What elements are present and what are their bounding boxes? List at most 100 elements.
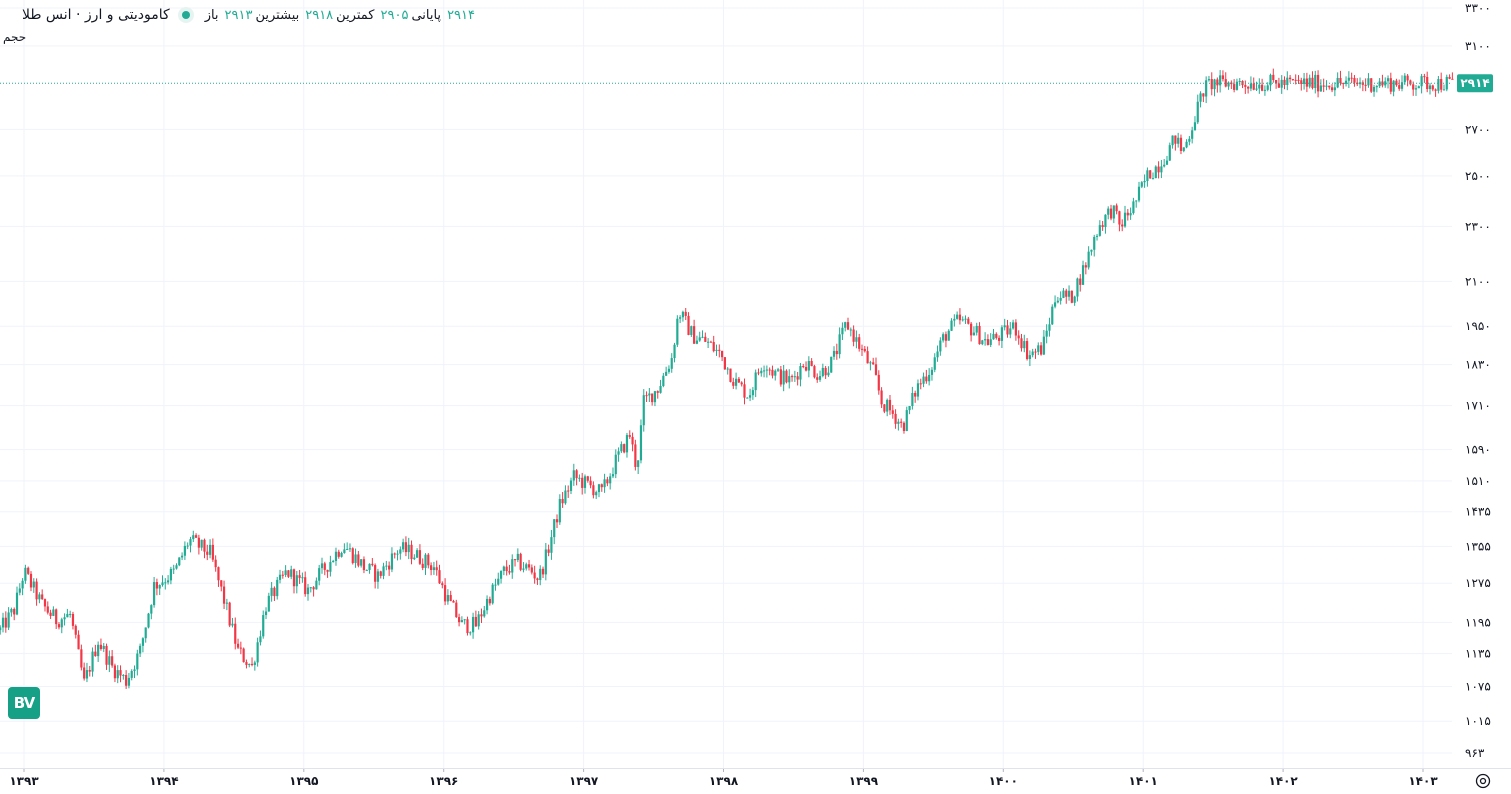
candle xyxy=(925,369,928,384)
candle xyxy=(1179,134,1183,155)
candle-body xyxy=(1042,336,1045,355)
candle-body xyxy=(77,634,80,650)
candle-body xyxy=(874,364,878,375)
candle xyxy=(7,607,10,631)
y-tick-label: ۱۵۱۰ xyxy=(1465,474,1491,488)
candle xyxy=(1087,246,1090,270)
candle-body xyxy=(600,484,603,488)
candle-body xyxy=(911,392,914,407)
candle xyxy=(832,346,836,360)
candle-body xyxy=(1028,355,1031,360)
candle xyxy=(435,560,438,576)
candle xyxy=(27,566,30,575)
symbol-title[interactable]: کامودیتی و ارز · انس طلا xyxy=(21,7,170,23)
candle xyxy=(645,391,648,402)
candle-body xyxy=(329,562,332,572)
candle-body xyxy=(273,587,276,597)
candle xyxy=(166,575,170,585)
candle-body xyxy=(1288,77,1292,80)
candle-body xyxy=(1031,351,1034,356)
candle xyxy=(779,365,782,387)
candle-body xyxy=(309,587,312,589)
candle xyxy=(600,483,603,492)
candle xyxy=(55,608,58,629)
candle xyxy=(947,329,950,341)
candle-body xyxy=(1252,83,1255,90)
candle-body xyxy=(541,568,545,575)
candle xyxy=(942,332,945,343)
candle xyxy=(1216,77,1219,93)
candle xyxy=(637,460,640,475)
candle-body xyxy=(662,375,665,387)
candle xyxy=(1112,205,1115,224)
candle xyxy=(651,393,654,406)
candle-body xyxy=(463,619,466,621)
settings-gear-icon[interactable] xyxy=(1474,772,1492,790)
candle-body xyxy=(144,627,147,639)
candle xyxy=(1009,322,1012,339)
candle-body xyxy=(567,490,570,492)
candle xyxy=(908,405,911,415)
candle xyxy=(897,418,900,431)
candle-body xyxy=(164,582,167,584)
candle-body xyxy=(83,667,86,679)
candle-body xyxy=(432,567,436,571)
candle xyxy=(1235,78,1239,91)
candle-body xyxy=(583,476,587,488)
candle-body xyxy=(695,340,699,344)
candle-body xyxy=(127,677,131,686)
candle-body xyxy=(1333,87,1336,91)
candle xyxy=(849,327,852,337)
candle xyxy=(29,571,33,592)
candle xyxy=(1163,159,1166,168)
candle-body xyxy=(410,544,413,560)
candle xyxy=(488,596,491,606)
x-axis: ۱۳۹۳ ۱۳۹۴ ۱۳۹۵ ۱۳۹۶ ۱۳۹۷ ۱۳۹۸ ۱۳۹۹ ۱۴۰۰ ۱۴۰۱ ۱۴۰۲… xyxy=(0,768,1511,788)
candle-body xyxy=(57,624,61,628)
candle-body xyxy=(838,334,841,355)
candle-body xyxy=(477,614,480,627)
candle xyxy=(66,608,69,618)
candle-body xyxy=(950,320,953,331)
candle-body xyxy=(457,617,461,623)
candle-body xyxy=(709,341,713,343)
candle xyxy=(390,547,394,573)
candle-body xyxy=(24,567,27,581)
volume-indicator-label[interactable]: حجم xyxy=(3,30,27,44)
candle-body xyxy=(634,444,637,467)
candle-body xyxy=(919,383,922,385)
candle xyxy=(278,569,282,584)
candle-body xyxy=(15,592,19,615)
candle-body xyxy=(1051,306,1054,325)
candle xyxy=(1308,74,1311,89)
candle-body xyxy=(628,435,631,437)
candle xyxy=(1378,78,1381,88)
candle xyxy=(639,419,643,464)
candle xyxy=(469,631,472,636)
candle-body xyxy=(290,569,293,577)
candle xyxy=(802,363,805,369)
candle-body xyxy=(768,369,771,371)
candle xyxy=(410,540,413,565)
candle-body xyxy=(46,606,49,613)
candle xyxy=(1221,70,1225,82)
candle xyxy=(1395,78,1398,87)
candle-body xyxy=(217,567,220,581)
candle-body xyxy=(1255,88,1258,90)
candle-body xyxy=(491,584,494,604)
candle xyxy=(1076,277,1079,302)
candle-body xyxy=(1442,89,1446,91)
candle-body xyxy=(80,649,83,668)
candle-body xyxy=(452,600,455,603)
candle xyxy=(1115,203,1118,215)
candle-body xyxy=(1205,80,1208,97)
candle-body xyxy=(1112,205,1115,219)
candle-body xyxy=(281,574,284,576)
candle-body xyxy=(793,376,796,378)
candle-body xyxy=(1358,82,1362,85)
candle-body xyxy=(978,325,981,345)
candle-body xyxy=(586,476,589,481)
candle xyxy=(1409,79,1412,86)
